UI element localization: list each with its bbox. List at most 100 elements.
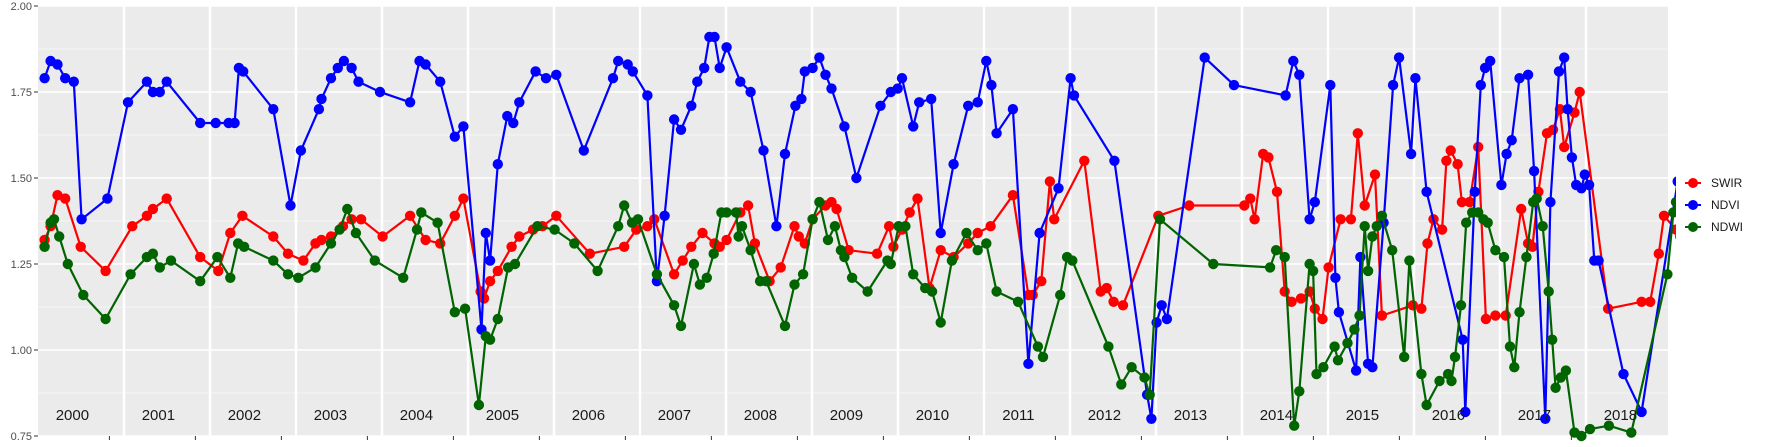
data-point-ndvi bbox=[1068, 90, 1080, 101]
data-point-ndvi bbox=[1294, 69, 1305, 81]
data-point-ndwi bbox=[1376, 210, 1388, 221]
data-point-ndwi bbox=[708, 248, 719, 259]
data-point-ndwi bbox=[509, 258, 521, 270]
data-point-ndvi bbox=[458, 121, 469, 132]
data-point-ndvi bbox=[52, 59, 63, 70]
data-point-ndvi bbox=[404, 97, 416, 108]
data-point-ndvi bbox=[1146, 413, 1157, 424]
data-point-ndvi bbox=[122, 97, 134, 108]
data-point-ndvi bbox=[295, 145, 307, 156]
data-point-swir bbox=[1436, 224, 1448, 235]
data-point-ndvi bbox=[316, 93, 327, 105]
data-point-ndwi bbox=[1531, 193, 1542, 204]
data-point-ndwi bbox=[1550, 382, 1561, 393]
data-point-ndvi bbox=[908, 121, 919, 132]
data-point-ndwi bbox=[1668, 207, 1676, 218]
data-point-ndvi bbox=[195, 117, 206, 129]
y-tick-label: 1.50 bbox=[11, 173, 32, 185]
data-point-ndwi bbox=[701, 272, 712, 283]
data-point-ndvi bbox=[986, 79, 997, 91]
data-point-swir bbox=[141, 210, 153, 221]
data-point-swir bbox=[1480, 313, 1492, 325]
data-point-swir bbox=[1500, 310, 1511, 321]
data-point-ndvi bbox=[449, 131, 460, 142]
data-point-ndwi bbox=[1504, 341, 1516, 352]
data-point-ndwi bbox=[1498, 251, 1510, 263]
data-point-ndwi bbox=[1509, 362, 1520, 373]
data-point-swir bbox=[1359, 200, 1370, 211]
data-point-ndwi bbox=[1446, 375, 1457, 387]
data-point-ndwi bbox=[972, 245, 983, 256]
data-point-swir bbox=[1376, 310, 1388, 321]
y-tick-label: 1.75 bbox=[11, 87, 32, 99]
data-point-ndwi bbox=[310, 262, 321, 273]
data-point-ndwi bbox=[1359, 221, 1370, 232]
year-label: 2014 bbox=[1260, 407, 1293, 424]
data-point-ndwi bbox=[1037, 351, 1049, 363]
year-label: 2001 bbox=[142, 407, 175, 424]
year-label: 2005 bbox=[486, 407, 519, 424]
data-point-ndvi bbox=[1367, 362, 1378, 373]
data-point-swir bbox=[282, 248, 294, 259]
x-axis-ticks bbox=[108, 436, 1572, 440]
data-point-ndvi bbox=[346, 62, 357, 74]
data-point-ndvi bbox=[892, 83, 903, 94]
data-point-swir bbox=[127, 221, 138, 232]
data-point-ndvi bbox=[141, 76, 153, 87]
data-point-swir bbox=[195, 251, 206, 263]
data-point-ndvi bbox=[1559, 52, 1570, 63]
data-point-ndvi bbox=[313, 104, 325, 115]
data-point-ndwi bbox=[165, 255, 177, 266]
data-point-ndwi bbox=[733, 231, 744, 242]
data-point-ndvi bbox=[1288, 55, 1299, 67]
data-point-ndvi bbox=[1156, 300, 1167, 311]
data-point-ndwi bbox=[1603, 420, 1615, 431]
data-point-swir bbox=[742, 200, 754, 211]
data-point-ndwi bbox=[613, 221, 624, 232]
data-point-ndwi bbox=[1537, 221, 1548, 232]
year-label: 2000 bbox=[56, 407, 89, 424]
data-point-ndwi bbox=[688, 258, 700, 270]
data-point-swir bbox=[1049, 214, 1060, 225]
data-point-ndvi bbox=[826, 83, 837, 94]
data-point-swir bbox=[59, 193, 71, 204]
data-point-ndwi bbox=[829, 221, 841, 232]
data-point-ndvi bbox=[1485, 55, 1496, 67]
data-point-ndwi bbox=[981, 238, 992, 249]
data-point-ndvi bbox=[59, 73, 71, 84]
data-point-swir bbox=[1027, 289, 1038, 301]
data-point-ndvi bbox=[480, 227, 491, 239]
data-point-ndvi bbox=[1034, 227, 1045, 239]
data-point-ndwi bbox=[325, 238, 337, 249]
data-point-swir bbox=[161, 193, 172, 204]
year-label: 2008 bbox=[744, 407, 777, 424]
data-point-ndwi bbox=[1139, 372, 1150, 383]
data-point-ndvi bbox=[338, 55, 350, 67]
data-point-swir bbox=[1559, 141, 1570, 153]
data-point-swir bbox=[619, 241, 630, 252]
data-point-ndwi bbox=[946, 255, 958, 266]
data-point-ndwi bbox=[839, 251, 850, 263]
data-point-swir bbox=[1239, 200, 1250, 211]
data-point-ndwi bbox=[411, 224, 423, 235]
data-point-ndwi bbox=[473, 399, 485, 411]
data-point-ndvi bbox=[948, 159, 959, 170]
data-point-swir bbox=[1547, 124, 1559, 135]
data-point-ndwi bbox=[1289, 420, 1300, 431]
data-point-swir bbox=[1117, 300, 1129, 311]
y-axis: 0.75 1.00 1.25 1.50 1.75 2.00 bbox=[11, 1, 38, 443]
data-point-ndwi bbox=[1208, 258, 1219, 270]
data-point-ndvi bbox=[161, 76, 172, 87]
data-point-ndvi bbox=[39, 73, 50, 84]
data-point-ndwi bbox=[1560, 365, 1572, 376]
data-point-ndvi bbox=[238, 66, 249, 77]
data-point-ndvi bbox=[1583, 179, 1595, 191]
data-point-ndwi bbox=[154, 262, 165, 273]
data-point-ndvi bbox=[1350, 365, 1362, 376]
data-point-ndwi bbox=[569, 238, 580, 249]
data-point-swir bbox=[551, 210, 562, 221]
data-point-ndwi bbox=[147, 248, 159, 259]
data-point-swir bbox=[1286, 296, 1297, 307]
data-point-ndvi bbox=[285, 200, 296, 211]
